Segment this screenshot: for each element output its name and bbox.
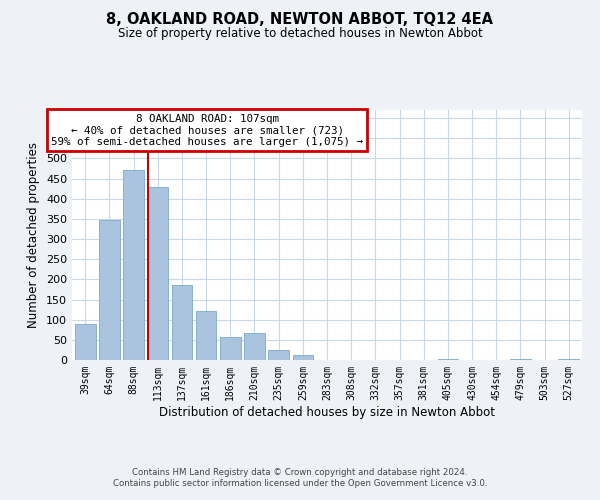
Bar <box>268 350 289 360</box>
Bar <box>124 170 144 360</box>
Bar <box>196 311 217 360</box>
X-axis label: Distribution of detached houses by size in Newton Abbot: Distribution of detached houses by size … <box>159 406 495 418</box>
Text: Contains HM Land Registry data © Crown copyright and database right 2024.
Contai: Contains HM Land Registry data © Crown c… <box>113 468 487 487</box>
Text: 8, OAKLAND ROAD, NEWTON ABBOT, TQ12 4EA: 8, OAKLAND ROAD, NEWTON ABBOT, TQ12 4EA <box>107 12 493 28</box>
Y-axis label: Number of detached properties: Number of detached properties <box>28 142 40 328</box>
Bar <box>559 359 579 360</box>
Bar <box>220 337 241 360</box>
Bar <box>437 359 458 360</box>
Bar <box>293 355 313 360</box>
Bar <box>244 332 265 360</box>
Bar <box>510 359 530 360</box>
Bar <box>75 324 95 360</box>
Bar <box>99 220 120 360</box>
Bar <box>148 186 168 360</box>
Text: 8 OAKLAND ROAD: 107sqm
← 40% of detached houses are smaller (723)
59% of semi-de: 8 OAKLAND ROAD: 107sqm ← 40% of detached… <box>51 114 363 147</box>
Text: Size of property relative to detached houses in Newton Abbot: Size of property relative to detached ho… <box>118 28 482 40</box>
Bar <box>172 286 192 360</box>
